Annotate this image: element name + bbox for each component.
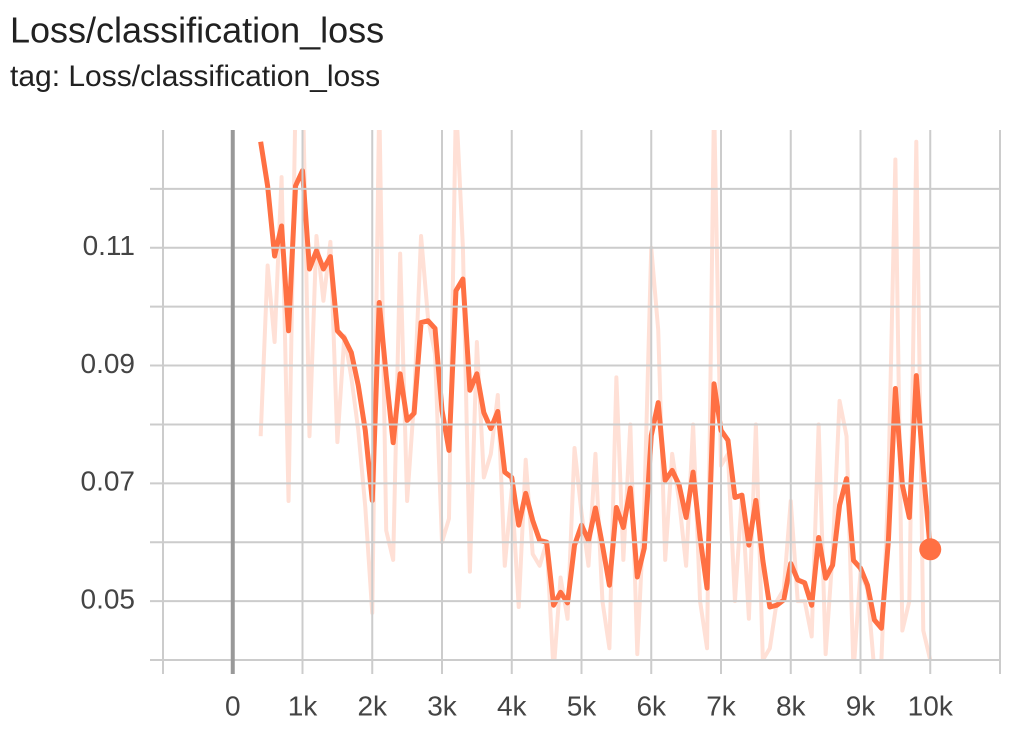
x-tick-label: 7k	[706, 690, 737, 721]
chart-title: Loss/classification_loss	[10, 10, 384, 51]
x-tick-label: 10k	[908, 690, 954, 721]
line-series	[258, 130, 933, 660]
last-point	[919, 538, 942, 561]
x-tick-label: 0	[225, 690, 241, 721]
x-tick-label: 2k	[357, 690, 388, 721]
x-tick-label: 3k	[427, 690, 458, 721]
x-tick-label: 4k	[497, 690, 528, 721]
x-tick-label: 8k	[776, 690, 807, 721]
y-tick-label: 0.11	[83, 230, 135, 261]
y-tick-label: 0.07	[81, 466, 136, 497]
x-tick-label: 9k	[846, 690, 877, 721]
x-tick-label: 5k	[567, 690, 598, 721]
chart-subtitle: tag: Loss/classification_loss	[10, 60, 380, 93]
plot-area	[258, 130, 933, 660]
y-tick-label: 0.05	[81, 584, 136, 615]
y-tick-label: 0.09	[81, 348, 136, 379]
line-series	[258, 141, 933, 631]
x-tick-label: 6k	[636, 690, 667, 721]
x-tick-label: 1k	[288, 690, 319, 721]
